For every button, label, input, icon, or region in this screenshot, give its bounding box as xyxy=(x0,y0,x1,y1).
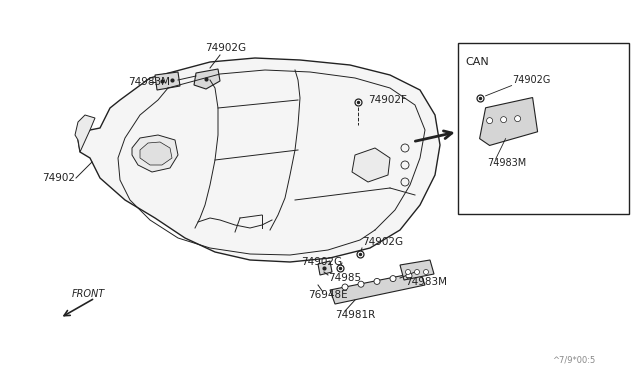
Circle shape xyxy=(406,273,412,279)
Polygon shape xyxy=(75,115,95,152)
Polygon shape xyxy=(318,261,332,275)
Text: 74902G: 74902G xyxy=(362,237,403,247)
Text: 74985: 74985 xyxy=(328,273,361,283)
Circle shape xyxy=(486,118,493,124)
Text: FRONT: FRONT xyxy=(72,289,105,299)
Circle shape xyxy=(500,117,507,123)
Text: 76948E: 76948E xyxy=(308,290,348,300)
Circle shape xyxy=(358,281,364,287)
Circle shape xyxy=(424,269,429,275)
Polygon shape xyxy=(479,97,538,145)
Circle shape xyxy=(406,269,410,275)
Text: 74983M: 74983M xyxy=(405,277,447,287)
Polygon shape xyxy=(78,58,440,262)
Circle shape xyxy=(415,269,419,275)
Text: 74902G: 74902G xyxy=(205,43,246,53)
Text: 74983M: 74983M xyxy=(488,158,527,167)
Polygon shape xyxy=(194,69,220,89)
Text: CAN: CAN xyxy=(466,57,490,67)
Circle shape xyxy=(390,276,396,282)
Bar xyxy=(458,43,629,214)
Text: ^7/9*00:5: ^7/9*00:5 xyxy=(552,356,595,365)
Polygon shape xyxy=(132,135,178,172)
Text: 74902G: 74902G xyxy=(513,76,551,86)
Text: 74902: 74902 xyxy=(42,173,75,183)
Text: 74981R: 74981R xyxy=(335,310,375,320)
Polygon shape xyxy=(400,260,434,280)
Text: 74902G: 74902G xyxy=(301,257,342,267)
Polygon shape xyxy=(155,72,180,90)
Text: 74983M: 74983M xyxy=(128,77,170,87)
Circle shape xyxy=(515,116,520,122)
Polygon shape xyxy=(140,142,172,165)
Text: 74902F: 74902F xyxy=(368,95,407,105)
Circle shape xyxy=(374,278,380,285)
Polygon shape xyxy=(330,272,425,304)
Circle shape xyxy=(342,284,348,290)
Polygon shape xyxy=(352,148,390,182)
